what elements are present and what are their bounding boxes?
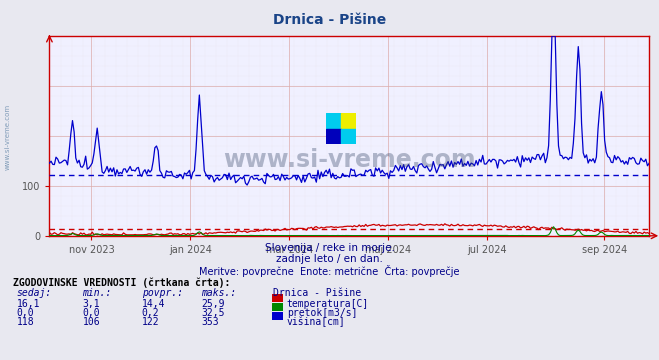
Text: 14,4: 14,4 — [142, 299, 165, 309]
Text: temperatura[C]: temperatura[C] — [287, 299, 369, 309]
Text: Drnica - Pišine: Drnica - Pišine — [273, 13, 386, 27]
Text: povpr.:: povpr.: — [142, 288, 183, 298]
Bar — [341, 129, 356, 144]
Text: pretok[m3/s]: pretok[m3/s] — [287, 308, 357, 318]
Text: www.si-vreme.com: www.si-vreme.com — [223, 148, 476, 172]
Text: 0,0: 0,0 — [82, 308, 100, 318]
Text: 0,0: 0,0 — [16, 308, 34, 318]
Bar — [341, 113, 356, 129]
Text: zadnje leto / en dan.: zadnje leto / en dan. — [276, 254, 383, 264]
Text: ZGODOVINSKE VREDNOSTI (črtkana črta):: ZGODOVINSKE VREDNOSTI (črtkana črta): — [13, 278, 231, 288]
Text: 0,2: 0,2 — [142, 308, 159, 318]
Text: višina[cm]: višina[cm] — [287, 317, 345, 327]
Text: Drnica - Pišine: Drnica - Pišine — [273, 288, 362, 298]
Text: maks.:: maks.: — [201, 288, 236, 298]
Text: 122: 122 — [142, 317, 159, 327]
Text: Meritve: povprečne  Enote: metrične  Črta: povprečje: Meritve: povprečne Enote: metrične Črta:… — [199, 265, 460, 276]
Bar — [326, 129, 341, 144]
Text: 16,1: 16,1 — [16, 299, 40, 309]
Text: min.:: min.: — [82, 288, 112, 298]
Text: 106: 106 — [82, 317, 100, 327]
Text: 25,9: 25,9 — [201, 299, 225, 309]
Text: 32,5: 32,5 — [201, 308, 225, 318]
Text: 3,1: 3,1 — [82, 299, 100, 309]
Text: www.si-vreme.com: www.si-vreme.com — [5, 104, 11, 170]
Bar — [326, 113, 341, 129]
Text: 118: 118 — [16, 317, 34, 327]
Text: Slovenija / reke in morje.: Slovenija / reke in morje. — [264, 243, 395, 253]
Text: 353: 353 — [201, 317, 219, 327]
Text: sedaj:: sedaj: — [16, 288, 51, 298]
